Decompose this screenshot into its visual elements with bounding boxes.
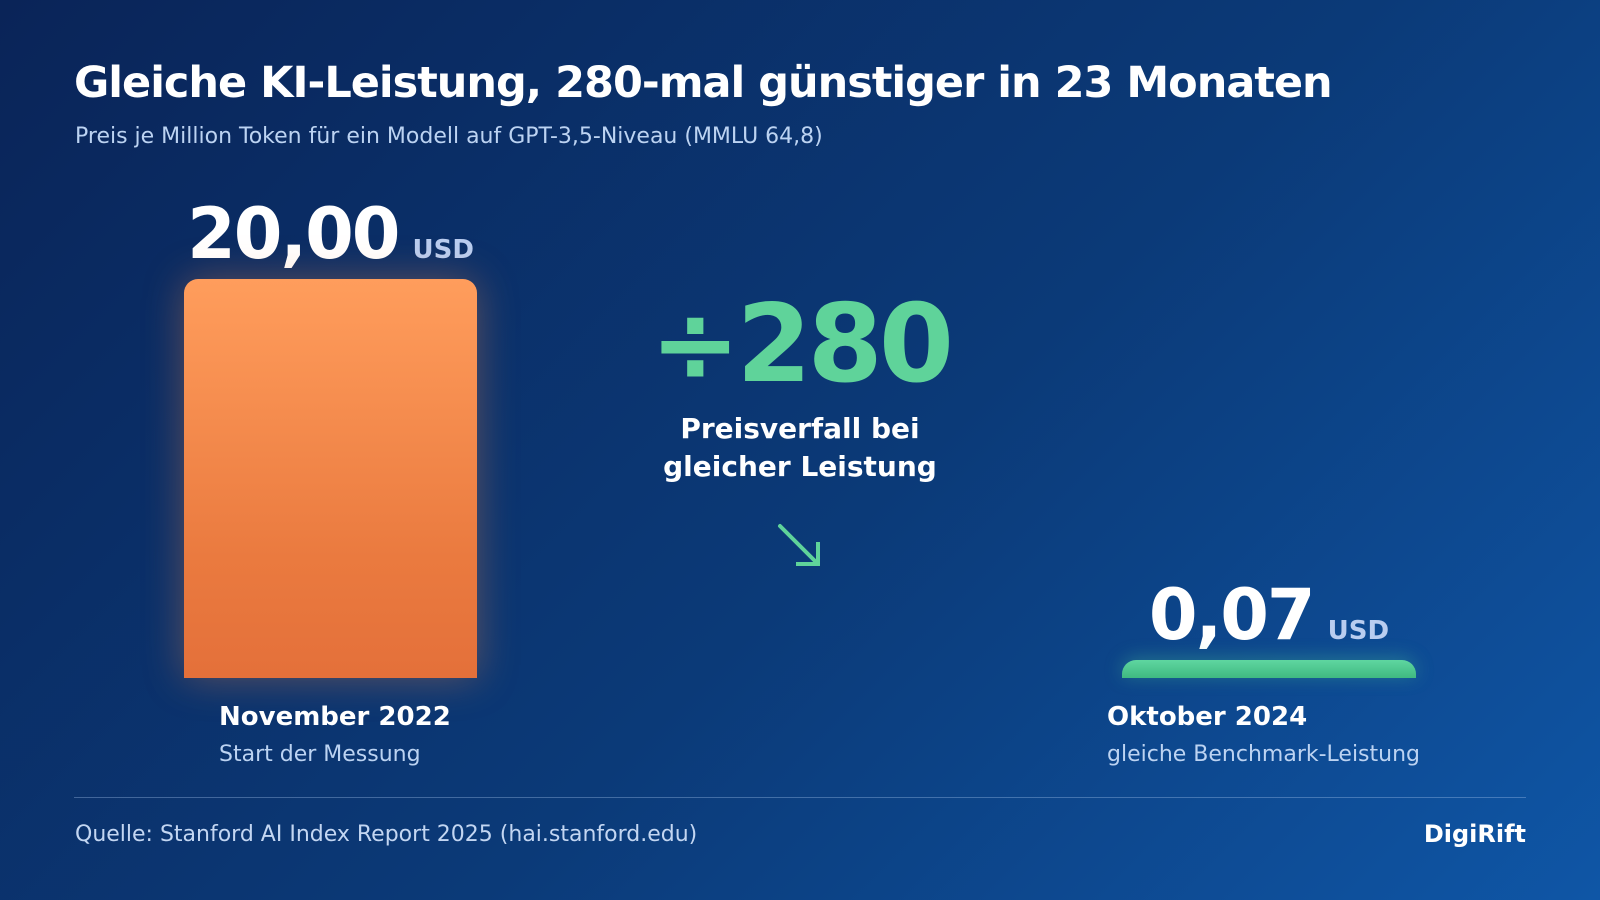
source-note: Quelle: Stanford AI Index Report 2025 (h… (75, 822, 698, 847)
caption-line-1: Preisverfall bei (680, 412, 920, 445)
value-unit: USD (412, 235, 474, 265)
value-unit: USD (1327, 616, 1390, 646)
category-sublabel-oct-2024: gleiche Benchmark-Leistung (1107, 742, 1420, 767)
caption-line-2: gleicher Leistung (663, 450, 937, 483)
price-drop-factor: ÷280 (650, 282, 954, 407)
value-label-nov-2022: 20,00 USD (187, 193, 474, 275)
value-number: 20,00 (187, 193, 400, 275)
value-number: 0,07 (1148, 574, 1316, 656)
price-drop-caption: Preisverfall bei gleicher Leistung (640, 410, 960, 486)
chart-title: Gleiche KI-Leistung, 280-mal günstiger i… (74, 58, 1333, 108)
category-label-oct-2024: Oktober 2024 (1107, 702, 1308, 732)
bar-oct-2024 (1122, 660, 1416, 678)
arrow-down-right-icon (778, 524, 820, 566)
brand-logo: DigiRift (1423, 820, 1526, 848)
category-label-nov-2022: November 2022 (219, 702, 451, 732)
footer-divider (74, 797, 1526, 798)
category-sublabel-nov-2022: Start der Messung (219, 742, 421, 767)
chart-subtitle: Preis je Million Token für ein Modell au… (75, 124, 823, 149)
bar-nov-2022 (184, 279, 477, 678)
value-label-oct-2024: 0,07 USD (1149, 574, 1389, 656)
